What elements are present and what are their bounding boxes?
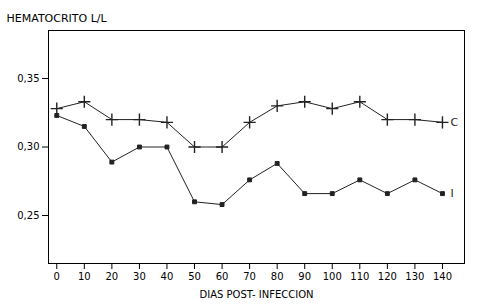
svg-text:80: 80 bbox=[271, 271, 284, 282]
svg-text:C: C bbox=[450, 116, 458, 129]
svg-text:30: 30 bbox=[133, 271, 146, 282]
svg-text:70: 70 bbox=[243, 271, 256, 282]
svg-text:130: 130 bbox=[405, 271, 424, 282]
svg-text:50: 50 bbox=[188, 271, 201, 282]
svg-text:10: 10 bbox=[78, 271, 91, 282]
svg-text:0,30: 0,30 bbox=[17, 141, 39, 152]
svg-text:0,25: 0,25 bbox=[17, 210, 39, 221]
svg-text:0: 0 bbox=[54, 271, 60, 282]
svg-text:120: 120 bbox=[378, 271, 397, 282]
svg-text:40: 40 bbox=[161, 271, 174, 282]
svg-text:HEMATOCRITO L/L: HEMATOCRITO L/L bbox=[7, 12, 108, 25]
svg-text:60: 60 bbox=[216, 271, 229, 282]
svg-text:0,35: 0,35 bbox=[17, 73, 39, 84]
svg-text:110: 110 bbox=[350, 271, 369, 282]
svg-text:100: 100 bbox=[323, 271, 342, 282]
svg-text:I: I bbox=[450, 187, 453, 200]
svg-text:140: 140 bbox=[433, 271, 452, 282]
svg-text:20: 20 bbox=[105, 271, 118, 282]
svg-text:DIAS POST- INFECCION: DIAS POST- INFECCION bbox=[199, 289, 313, 300]
svg-text:90: 90 bbox=[298, 271, 311, 282]
